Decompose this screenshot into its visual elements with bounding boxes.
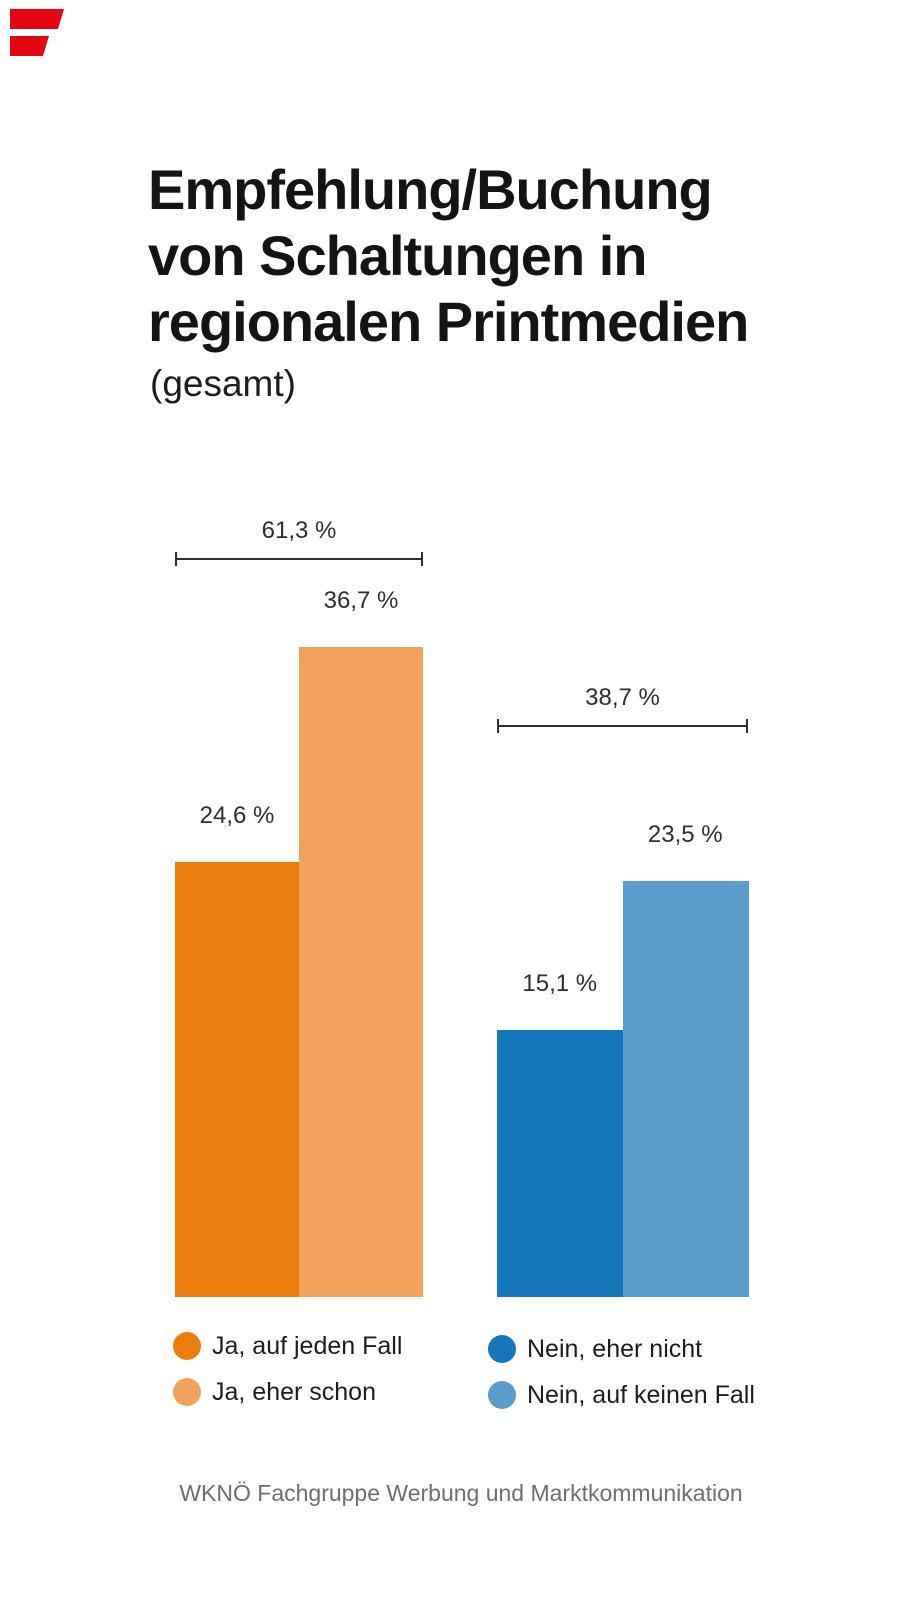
- bar-nein-eher-nicht: [497, 1030, 623, 1297]
- page-subtitle: (gesamt): [150, 363, 296, 404]
- legend-label: Nein, auf keinen Fall: [527, 1381, 755, 1409]
- legend-label: Ja, eher schon: [212, 1378, 376, 1406]
- bracket-tick: [421, 552, 423, 566]
- page-title: Empfehlung/Buchung von Schaltungen in re…: [148, 157, 749, 355]
- legend-label: Nein, eher nicht: [527, 1335, 703, 1363]
- legend-item-nein-auf-keinen-fall: Nein, auf keinen Fall: [488, 1381, 755, 1409]
- wko-logo-fragment: [0, 0, 80, 71]
- wko-logo-icon: [10, 9, 64, 56]
- value-label-nein-auf-keinen-fall: 23,5 %: [647, 821, 723, 848]
- title-line-3: regionalen Printmedien: [148, 290, 749, 353]
- legend-dot-ja-auf-jeden-fall-icon: [173, 1332, 201, 1360]
- bar-nein-auf-keinen-fall: [622, 881, 749, 1297]
- group-total-bracket: [175, 558, 423, 560]
- footer-credit: WKNÖ Fachgruppe Werbung und Marktkommuni…: [179, 1480, 743, 1506]
- title-line-2: von Schaltungen in: [148, 224, 647, 287]
- legend-dot-ja-eher-schon-icon: [173, 1378, 201, 1406]
- value-label-ja-auf-jeden-fall: 24,6 %: [199, 802, 275, 829]
- group-total-label: 38,7 %: [585, 684, 660, 711]
- legend-item-ja-eher-schon: Ja, eher schon: [173, 1378, 376, 1406]
- legend-dot-nein-eher-nicht-icon: [488, 1335, 516, 1363]
- legend-dot-nein-auf-keinen-fall-icon: [488, 1381, 516, 1409]
- value-label-nein-eher-nicht: 15,1 %: [522, 970, 598, 997]
- bracket-tick: [746, 719, 748, 733]
- bracket-tick: [497, 719, 499, 733]
- bar-ja-auf-jeden-fall: [175, 862, 299, 1297]
- group-total-bracket: [497, 725, 748, 727]
- legend-item-nein-eher-nicht: Nein, eher nicht: [488, 1335, 702, 1363]
- title-line-1: Empfehlung/Buchung: [148, 158, 713, 221]
- legend-label: Ja, auf jeden Fall: [212, 1332, 403, 1360]
- legend-item-ja-auf-jeden-fall: Ja, auf jeden Fall: [173, 1332, 402, 1360]
- group-total-label: 61,3 %: [261, 517, 337, 544]
- bracket-tick: [175, 552, 177, 566]
- value-label-ja-eher-schon: 36,7 %: [323, 587, 399, 614]
- bar-ja-eher-schon: [299, 647, 423, 1297]
